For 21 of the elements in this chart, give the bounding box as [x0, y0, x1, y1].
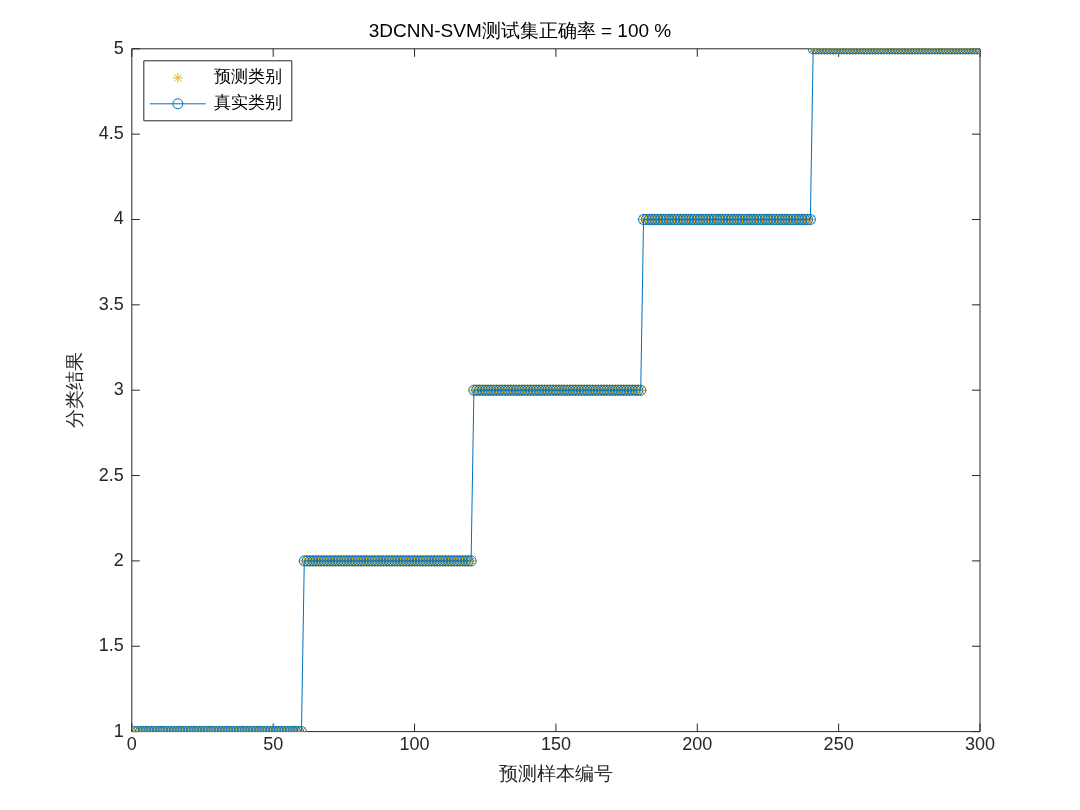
x-tick-label: 100	[399, 734, 430, 755]
x-axis-title: 预测样本编号	[498, 762, 613, 784]
y-tick-label: 1.5	[98, 635, 124, 656]
x-tick-label: 0	[126, 734, 137, 755]
chart-title: 3DCNN-SVM测试集正确率 = 100 %	[368, 19, 672, 41]
y-tick-label: 3	[113, 379, 124, 400]
x-tick-label: 50	[263, 734, 284, 755]
y-tick-label: 2	[113, 549, 124, 570]
legend-label: 预测类别	[213, 67, 282, 87]
y-tick-label: 4	[113, 208, 124, 229]
x-tick-label: 250	[823, 734, 854, 755]
y-tick-label: 5	[113, 37, 124, 58]
y-tick-label: 3.5	[98, 293, 124, 314]
y-tick-label: 1	[113, 720, 124, 741]
x-tick-label: 200	[682, 734, 713, 755]
y-tick-label: 4.5	[98, 123, 124, 144]
x-tick-label: 300	[964, 734, 996, 755]
x-tick-label: 150	[540, 734, 571, 755]
legend-label: 真实类别	[213, 93, 282, 113]
y-axis-title: 分类结果	[63, 352, 85, 429]
y-tick-label: 2.5	[98, 464, 124, 485]
